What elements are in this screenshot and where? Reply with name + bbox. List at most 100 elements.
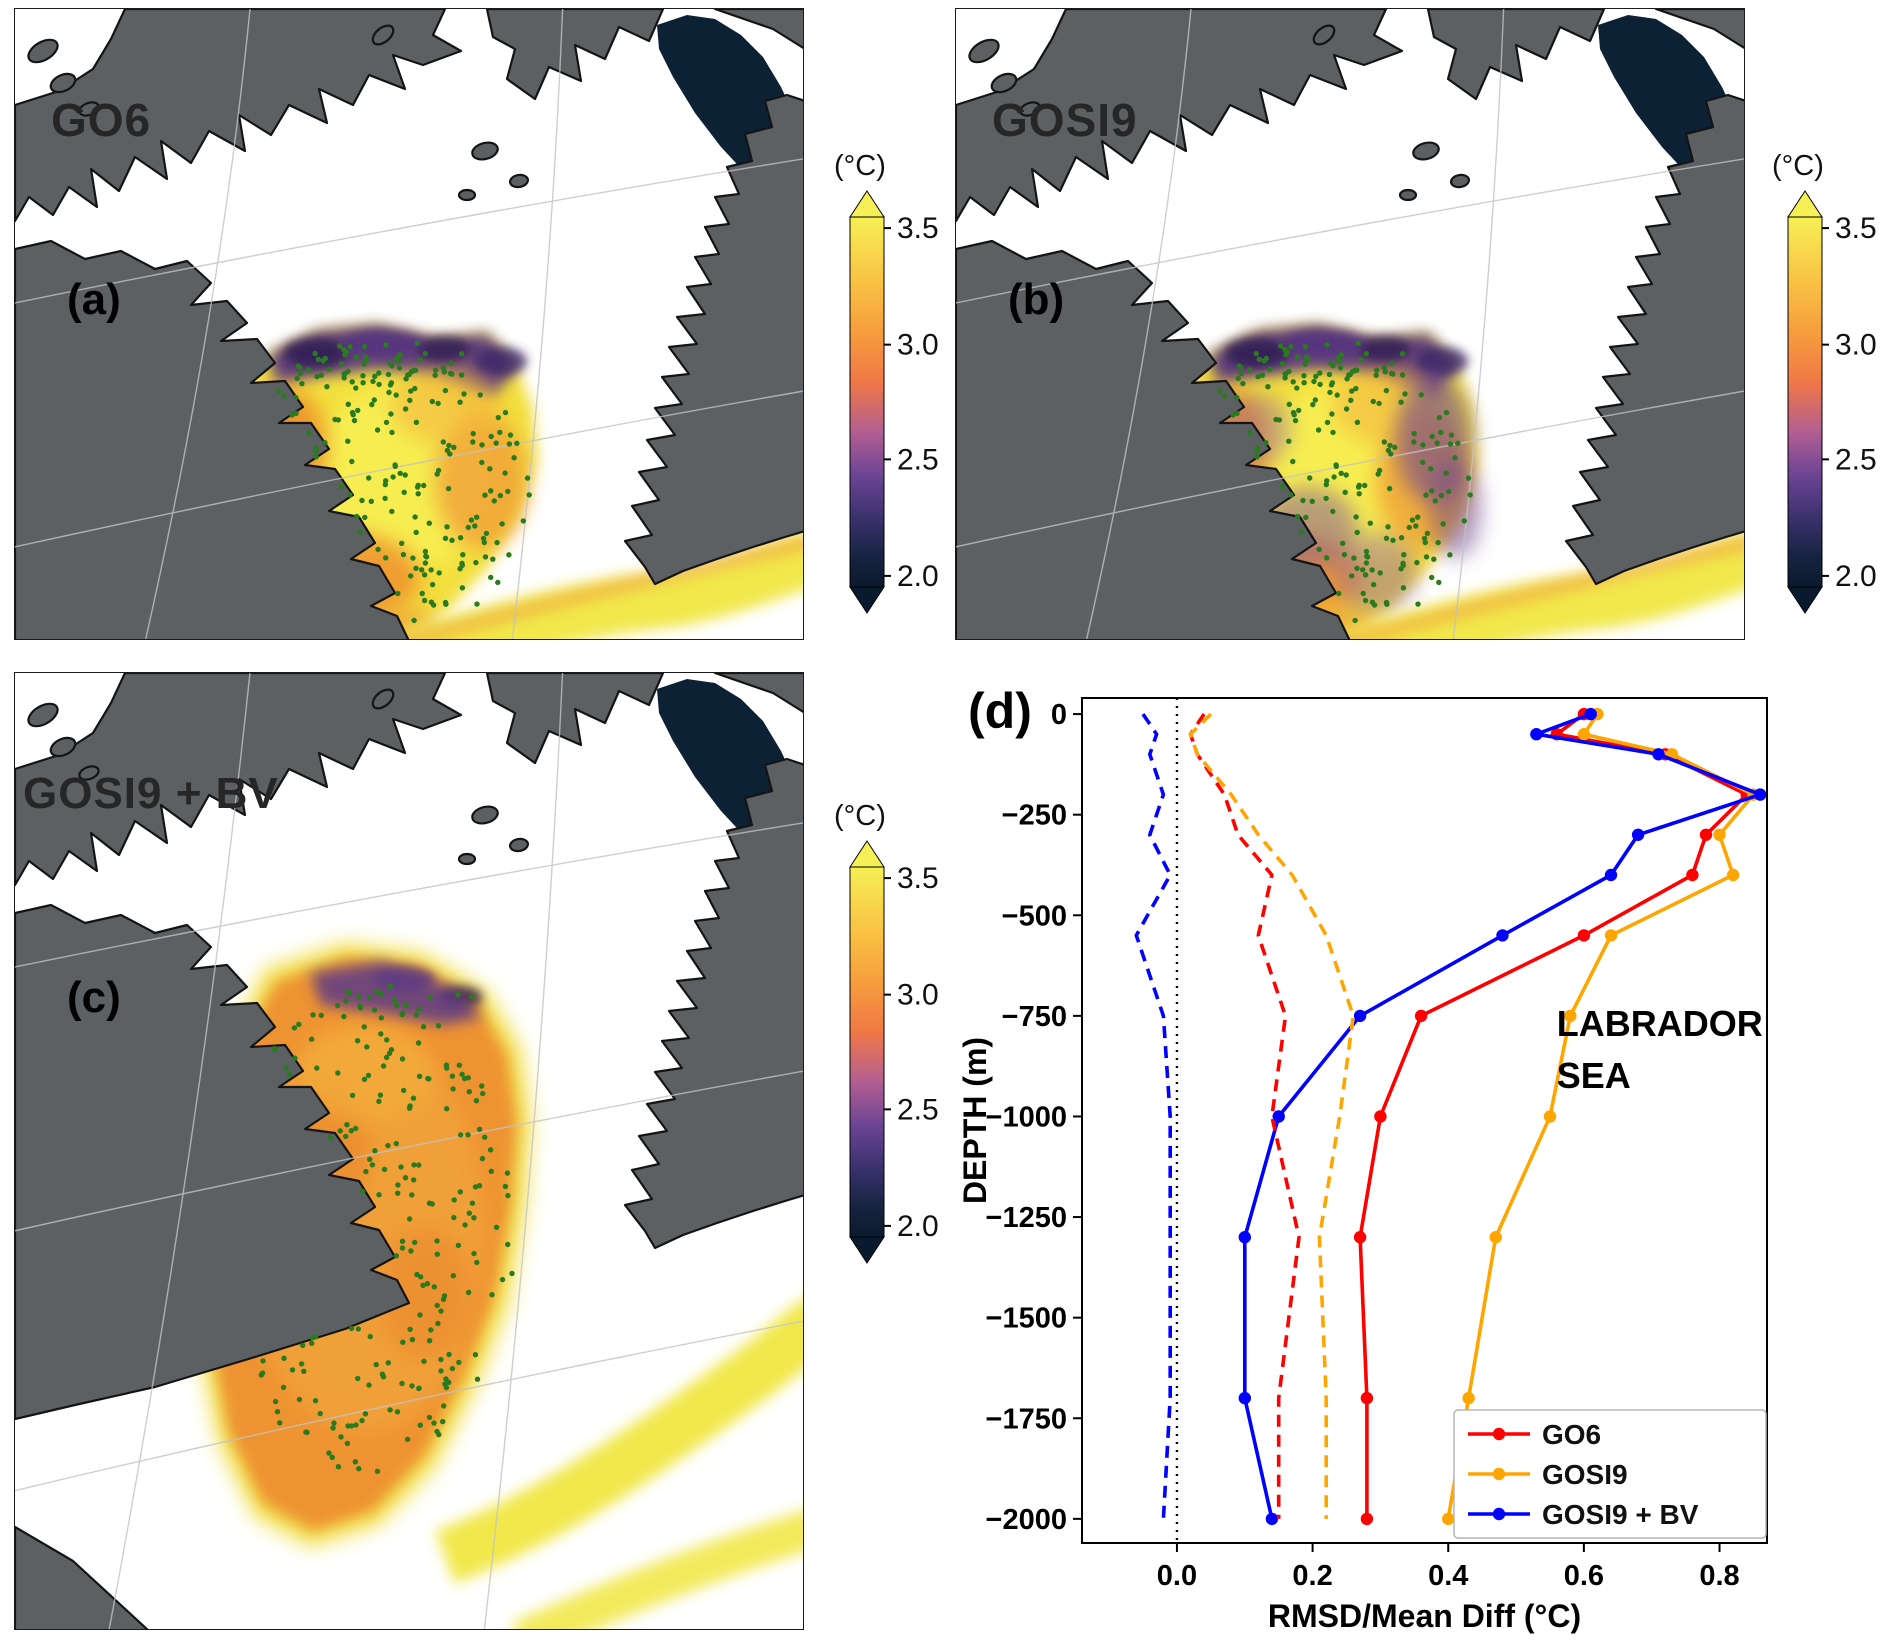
observation-dot [408,1248,414,1254]
observation-dot [461,391,467,397]
observation-dot [399,1238,406,1244]
observation-dot [1363,560,1370,566]
observation-dot [487,466,493,472]
observation-dot [514,440,520,446]
observation-dot [360,373,366,379]
series-marker [1726,868,1740,882]
observation-dot [1373,367,1380,373]
observation-dot [368,498,374,504]
observation-dot [1234,394,1240,401]
panel-c: GOSI9 + BV (c) [14,672,804,1630]
landmass-northeast [1426,9,1606,101]
observation-dot [345,438,351,444]
observation-dot [376,370,382,376]
observation-dot [1411,430,1417,437]
observation-dot [358,529,364,535]
observation-dot [1409,517,1416,523]
observation-dot [1402,391,1408,397]
landmass-corner [713,9,803,50]
observation-dot [435,400,441,407]
observation-dot [1381,365,1387,371]
observation-dot [338,361,345,367]
observation-dot [455,992,461,998]
observation-dot [344,1122,350,1128]
observation-dot [360,380,366,386]
y-tick-label: −1000 [986,1101,1067,1133]
colorbar-gradient-bar [849,866,885,1238]
observation-dot [380,1063,387,1069]
observation-dot [1343,472,1349,478]
series-marker [1238,1391,1251,1405]
observation-dot [1438,492,1445,499]
island [508,837,530,853]
observation-dot [335,1464,342,1470]
series-marker [1543,1110,1557,1123]
y-axis-label: DEPTH (m) [957,1037,993,1204]
legend-label: GOSI9 [1542,1459,1628,1490]
observation-dot [1422,539,1428,546]
legend-marker [1492,1467,1506,1481]
observation-dot [1291,412,1297,418]
observation-dot [489,1292,495,1298]
y-tick-label: −500 [1002,900,1067,932]
observation-dot [1236,363,1242,369]
observation-dot [1390,371,1396,377]
observation-dot [429,1201,435,1207]
observation-dot [458,351,465,357]
observation-dot [349,379,355,385]
observation-dot [397,352,403,358]
observation-dot [1385,524,1391,530]
observation-dot [446,1351,452,1358]
observation-dot [1222,393,1228,399]
observation-dot [1301,380,1307,386]
colorbar-tick-label: 3.5 [897,212,939,245]
observation-dot [399,1056,406,1062]
observation-dot [432,367,439,373]
observation-dot [1349,388,1355,394]
observation-dot [1303,514,1309,521]
graticule-line [483,673,564,1629]
observation-dot [1290,458,1296,465]
observation-dot [509,1270,515,1277]
observation-dot [431,1420,437,1426]
observation-dot [272,1398,279,1405]
observation-dot [1389,360,1395,366]
panel-b-label: (b) [1008,275,1065,324]
observation-dot [283,1065,289,1071]
observation-dot [440,1418,446,1425]
observation-dot [379,1371,386,1377]
observation-dot [502,409,509,416]
observation-dot [417,1422,423,1428]
observation-dot [451,1214,457,1221]
colorbar-graphic: 3.5 3.0 2.5 2.0 [1787,190,1877,614]
observation-dot [331,1420,337,1426]
panel-b: GOSI9 (b) [955,8,1745,640]
observation-dot [350,412,356,418]
observation-dot [389,429,395,436]
annotation-region-name: LABRADOR [1557,1003,1763,1044]
observation-dot [315,356,321,362]
colorbar-bottom-arrow [1787,586,1823,614]
observation-dot [444,1065,450,1071]
graticule-line [15,822,803,968]
colorbar-tick-label: 2.0 [1835,560,1877,593]
observation-dot [1337,365,1344,371]
observation-dot [493,1224,500,1230]
observation-dot [428,599,435,605]
observation-dot [1383,387,1390,394]
observation-dot [371,1007,378,1013]
temperature-patch [475,347,527,375]
observation-dot [1315,427,1322,433]
graticule [15,673,803,1629]
observation-dot [451,1197,457,1203]
x-tick-label: 0.0 [1157,1560,1197,1592]
observation-dot [1373,372,1379,378]
observation-dot [465,524,471,531]
observation-dot [468,517,475,523]
colorbar-graphic: 3.5 3.0 2.5 2.0 [849,840,939,1264]
panel-d-label: (d) [968,683,1032,739]
observation-dot [317,1410,323,1417]
observation-dot [1276,417,1282,423]
graticule-line [1085,9,1192,639]
observation-dot [276,388,282,394]
